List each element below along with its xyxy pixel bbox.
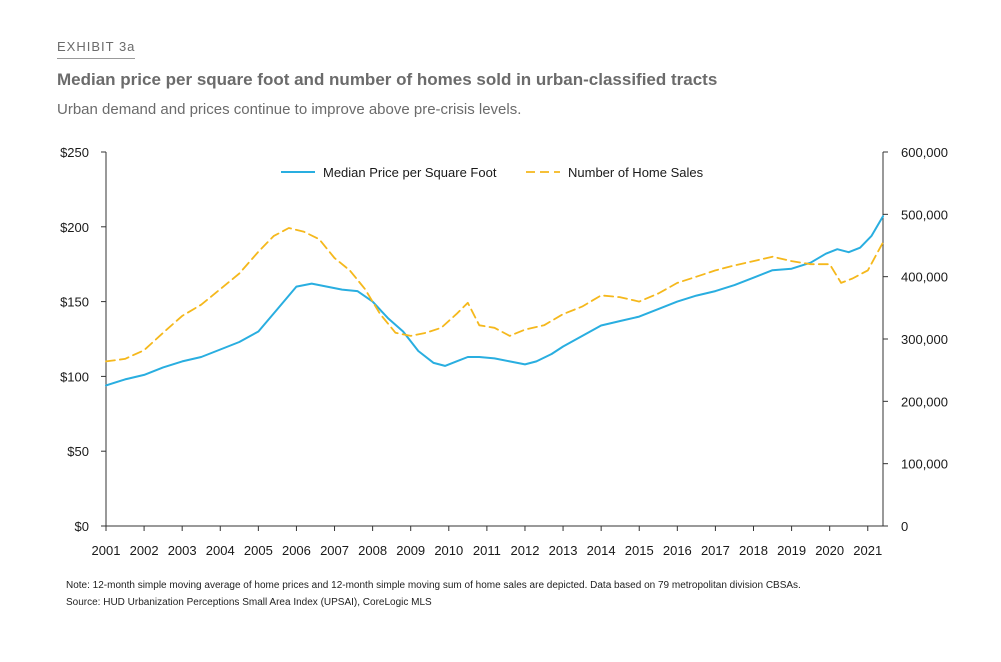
- chart-subtitle: Urban demand and prices continue to impr…: [57, 101, 522, 118]
- footnote: Note: 12-month simple moving average of …: [66, 580, 801, 591]
- x-tick-label: 2015: [625, 543, 654, 558]
- x-tick-label: 2006: [282, 543, 311, 558]
- x-tick-label: 2016: [663, 543, 692, 558]
- x-tick-label: 2013: [549, 543, 578, 558]
- y-right-tick-label: 600,000: [901, 145, 948, 160]
- x-tick-label: 2004: [206, 543, 235, 558]
- y-left-tick-label: $200: [60, 220, 89, 235]
- y-right-tick-label: 0: [901, 519, 908, 534]
- x-tick-label: 2007: [320, 543, 349, 558]
- x-tick-label: 2017: [701, 543, 730, 558]
- legend: Median Price per Square Foot Number of Ho…: [281, 165, 704, 180]
- price-per-sqft-line: [105, 215, 884, 387]
- axes: 2001 2002 2003 2004 2005 2006 2007 2008 2009 2010…: [60, 145, 948, 558]
- y-left-tick-label: $100: [60, 369, 89, 384]
- legend-sales-label: Number of Home Sales: [568, 165, 704, 180]
- y-right-tick-label: 300,000: [901, 332, 948, 347]
- x-tick-label: 2003: [168, 543, 197, 558]
- x-tick-label: 2020: [815, 543, 844, 558]
- x-tick-label: 2014: [587, 543, 616, 558]
- y-right-tick-label: 100,000: [901, 457, 948, 472]
- y-right-tick-label: 200,000: [901, 394, 948, 409]
- x-tick-label: 2008: [358, 543, 387, 558]
- x-tick-label: 2009: [396, 543, 425, 558]
- chart-title: Median price per square foot and number …: [57, 70, 718, 89]
- y-left-tick-label: $250: [60, 145, 89, 160]
- x-tick-label: 2021: [853, 543, 882, 558]
- x-tick-label: 2002: [130, 543, 159, 558]
- exhibit-underline: [57, 58, 135, 59]
- legend-price-label: Median Price per Square Foot: [323, 165, 497, 180]
- series-lines: [105, 215, 884, 387]
- source-note: Source: HUD Urbanization Perceptions Sma…: [66, 597, 432, 608]
- y-left-tick-label: $150: [60, 295, 89, 310]
- home-sales-line: [105, 227, 884, 363]
- exhibit-label: EXHIBIT 3a: [57, 39, 136, 54]
- x-tick-label: 2012: [511, 543, 540, 558]
- y-right-tick-label: 400,000: [901, 270, 948, 285]
- x-tick-label: 2019: [777, 543, 806, 558]
- x-tick-label: 2018: [739, 543, 768, 558]
- y-right-tick-label: 500,000: [901, 207, 948, 222]
- x-tick-label: 2001: [92, 543, 121, 558]
- y-left-tick-label: $50: [67, 444, 89, 459]
- x-tick-label: 2005: [244, 543, 273, 558]
- x-tick-label: 2011: [473, 543, 501, 558]
- y-left-tick-label: $0: [75, 519, 89, 534]
- x-tick-label: 2010: [434, 543, 463, 558]
